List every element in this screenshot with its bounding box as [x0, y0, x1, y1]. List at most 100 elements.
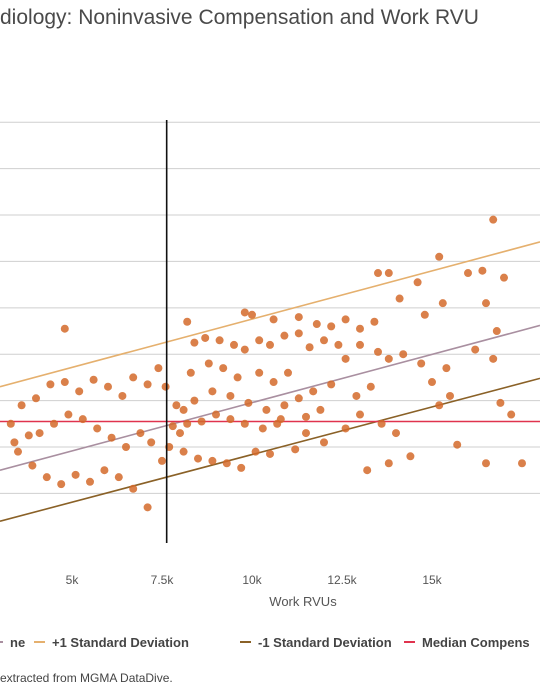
data-point [262, 405, 271, 414]
data-point [406, 452, 415, 461]
data-point [154, 364, 163, 373]
data-point [60, 324, 69, 333]
data-point [183, 317, 192, 326]
data-point [240, 345, 249, 354]
reference-lines [0, 241, 540, 523]
x-tick-label: 10k [242, 573, 262, 587]
data-point [194, 454, 202, 463]
data-point [204, 359, 213, 368]
data-point [161, 382, 170, 391]
data-point [244, 398, 253, 407]
data-point [341, 315, 350, 324]
data-point [237, 463, 246, 472]
data-point [208, 387, 217, 396]
data-point [334, 340, 343, 349]
data-point [129, 484, 138, 493]
data-point [46, 380, 55, 389]
data-point [280, 331, 289, 340]
data-point [197, 417, 206, 426]
source-note: extracted from MGMA DataDive. [0, 671, 173, 685]
data-point [143, 503, 152, 512]
legend-label: Median Compens [422, 635, 530, 650]
data-point [489, 354, 498, 363]
data-point [258, 424, 267, 433]
data-point [28, 461, 37, 470]
data-point [17, 401, 26, 410]
data-point [233, 373, 242, 382]
data-point [384, 269, 393, 278]
data-point [219, 364, 228, 373]
data-point [122, 443, 130, 452]
data-point [294, 329, 303, 338]
data-point [201, 333, 210, 342]
data-point [10, 438, 19, 447]
data-point [482, 459, 490, 468]
data-point [496, 398, 505, 407]
data-point [183, 419, 192, 428]
data-point [291, 445, 300, 454]
data-point [374, 269, 382, 278]
data-point [399, 350, 408, 359]
data-point [226, 391, 235, 400]
data-point [35, 429, 44, 438]
data-point [107, 433, 116, 442]
data-point [114, 473, 123, 482]
data-point [176, 429, 184, 438]
data-point [14, 447, 22, 456]
data-point [42, 473, 51, 482]
data-point [294, 313, 303, 322]
data-point [356, 324, 364, 333]
data-point [500, 273, 508, 282]
data-point [370, 317, 379, 326]
data-point [341, 424, 350, 433]
data-point [302, 412, 310, 421]
data-point [327, 322, 336, 331]
data-point [309, 387, 318, 396]
data-point [392, 429, 400, 438]
data-point [294, 394, 303, 403]
data-point [356, 410, 364, 419]
data-point [255, 336, 264, 345]
data-point [435, 401, 444, 410]
data-point [240, 308, 249, 317]
data-point [78, 415, 87, 424]
data-point [168, 422, 177, 431]
data-point [71, 470, 80, 479]
data-point [482, 299, 490, 308]
data-point [118, 391, 127, 400]
data-point [179, 405, 188, 414]
data-point [226, 415, 235, 424]
x-axis-label: Work RVUs [269, 594, 337, 609]
data-point [190, 338, 199, 347]
data-point [143, 380, 152, 389]
data-points [6, 215, 526, 512]
data-point [327, 380, 336, 389]
data-point [64, 410, 73, 419]
data-point [478, 266, 487, 275]
data-point [377, 419, 386, 428]
data-point [471, 345, 480, 354]
data-point [356, 340, 364, 349]
data-point [302, 429, 310, 438]
data-point [266, 340, 274, 349]
data-point [284, 368, 292, 377]
data-point [266, 449, 274, 458]
data-point [75, 387, 84, 396]
data-point [86, 477, 94, 486]
data-point [305, 343, 314, 352]
chart-title: diology: Noninvasive Compensation and Wo… [0, 6, 479, 29]
reference-line [0, 324, 540, 471]
data-point [363, 466, 372, 475]
legend-label: ne [10, 635, 25, 650]
reference-line [0, 377, 540, 523]
data-point [417, 359, 426, 368]
data-point [428, 378, 436, 387]
data-point [248, 310, 256, 319]
data-point [320, 438, 328, 447]
data-point [420, 310, 429, 319]
data-point [172, 401, 181, 410]
data-point [190, 396, 199, 405]
data-point [492, 327, 501, 336]
data-point [222, 459, 231, 468]
data-point [352, 391, 361, 400]
